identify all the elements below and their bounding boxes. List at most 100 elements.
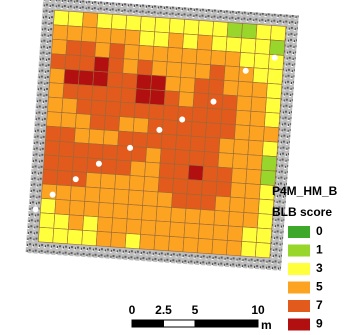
grid-cell bbox=[227, 22, 242, 37]
grid-cell bbox=[70, 186, 85, 201]
grid-cell bbox=[270, 25, 285, 40]
grid-cell bbox=[146, 148, 161, 163]
grid-cell bbox=[264, 112, 279, 127]
map-title: P4M_HM_B bbox=[272, 184, 338, 198]
grid-cell bbox=[246, 169, 261, 184]
grid-cell bbox=[44, 140, 59, 155]
grid-cell bbox=[186, 194, 201, 209]
grid-cell bbox=[191, 122, 206, 137]
grid-cell bbox=[256, 228, 271, 243]
grid-cell bbox=[166, 62, 181, 77]
grid-cell bbox=[255, 242, 270, 257]
grid-cell bbox=[174, 164, 189, 179]
grid-cell bbox=[142, 205, 157, 220]
grid-cell bbox=[218, 153, 233, 168]
grid-cell bbox=[54, 214, 69, 229]
grid-cell bbox=[241, 241, 256, 256]
grid-cell bbox=[196, 49, 211, 64]
grid-cell bbox=[78, 70, 93, 85]
grid-cell bbox=[136, 74, 151, 89]
grid-cell bbox=[67, 26, 82, 41]
scale-label: 10 bbox=[251, 303, 265, 317]
grid-cell bbox=[135, 89, 150, 104]
grid-cell bbox=[79, 56, 94, 71]
grid-cell bbox=[112, 218, 127, 233]
grid-cell bbox=[193, 93, 208, 108]
grid-cell bbox=[202, 166, 217, 181]
grid-cell bbox=[113, 203, 128, 218]
grid-cell bbox=[253, 68, 268, 83]
grid-cell bbox=[133, 118, 148, 133]
grid-cell bbox=[74, 128, 89, 143]
grid-cell bbox=[215, 196, 230, 211]
grid-cell bbox=[102, 145, 117, 160]
grid-cell bbox=[149, 104, 164, 119]
grid-cell bbox=[85, 187, 100, 202]
grid-cell bbox=[251, 97, 266, 112]
grid-cell bbox=[93, 71, 108, 86]
grid-cell bbox=[243, 213, 258, 228]
grid-cell bbox=[263, 127, 278, 142]
grid-cell bbox=[59, 141, 74, 156]
grid-cell bbox=[53, 228, 68, 243]
grid-cell bbox=[182, 48, 197, 63]
grid-cell bbox=[106, 87, 121, 102]
scale-unit: m bbox=[261, 318, 272, 332]
grid-cell bbox=[188, 165, 203, 180]
grid-cell bbox=[247, 155, 262, 170]
grid-cell bbox=[140, 234, 155, 249]
grid-cell bbox=[233, 139, 248, 154]
grid-cell bbox=[248, 140, 263, 155]
scale-label: 0 bbox=[129, 303, 136, 317]
grid-cell bbox=[57, 170, 72, 185]
grid-cell bbox=[179, 92, 194, 107]
grid-cell bbox=[177, 121, 192, 136]
grid-cell bbox=[216, 182, 231, 197]
grid-cell bbox=[159, 163, 174, 178]
grid-cell bbox=[109, 43, 124, 58]
grid-cell bbox=[169, 222, 184, 237]
grid-cell bbox=[198, 20, 213, 35]
grid-cell bbox=[103, 130, 118, 145]
grid-cell bbox=[76, 99, 91, 114]
grid-cell bbox=[46, 112, 61, 127]
grid-cell bbox=[98, 202, 113, 217]
grid-cell bbox=[245, 184, 260, 199]
grid-cell bbox=[48, 83, 63, 98]
grid-cell bbox=[225, 51, 240, 66]
grid-cell bbox=[266, 83, 281, 98]
grid-cell bbox=[171, 207, 186, 222]
grid-cell bbox=[181, 63, 196, 78]
grid-cell bbox=[150, 90, 165, 105]
grid-cell bbox=[140, 16, 155, 31]
grid-cell bbox=[241, 38, 256, 53]
legend-label: 5 bbox=[316, 280, 323, 294]
grid-cell bbox=[39, 213, 54, 228]
grid-cell bbox=[40, 198, 55, 213]
grid-cell bbox=[160, 149, 175, 164]
grid-cell bbox=[214, 210, 229, 225]
grid-cell bbox=[83, 216, 98, 231]
scale-label: 2.5 bbox=[155, 303, 172, 317]
grid-cell bbox=[131, 147, 146, 162]
grid-cell bbox=[56, 185, 71, 200]
grid-cell bbox=[176, 135, 191, 150]
grid-cell bbox=[168, 236, 183, 251]
grid-cell bbox=[167, 47, 182, 62]
grid-cell bbox=[82, 12, 97, 27]
grid-cell bbox=[126, 219, 141, 234]
grid-cell bbox=[200, 195, 215, 210]
grid-cell bbox=[62, 98, 77, 113]
grid-cell bbox=[228, 211, 243, 226]
grid-cell bbox=[151, 75, 166, 90]
grid-cell bbox=[96, 28, 111, 43]
grid-cell bbox=[65, 55, 80, 70]
grid-cell bbox=[209, 79, 224, 94]
grid-cell bbox=[250, 111, 265, 126]
grid-cell bbox=[256, 24, 271, 39]
legend-swatch bbox=[288, 263, 310, 275]
grid-cell bbox=[66, 40, 81, 55]
grid-cell bbox=[213, 225, 228, 240]
grid-cell bbox=[95, 42, 110, 57]
grid-cell bbox=[156, 206, 171, 221]
